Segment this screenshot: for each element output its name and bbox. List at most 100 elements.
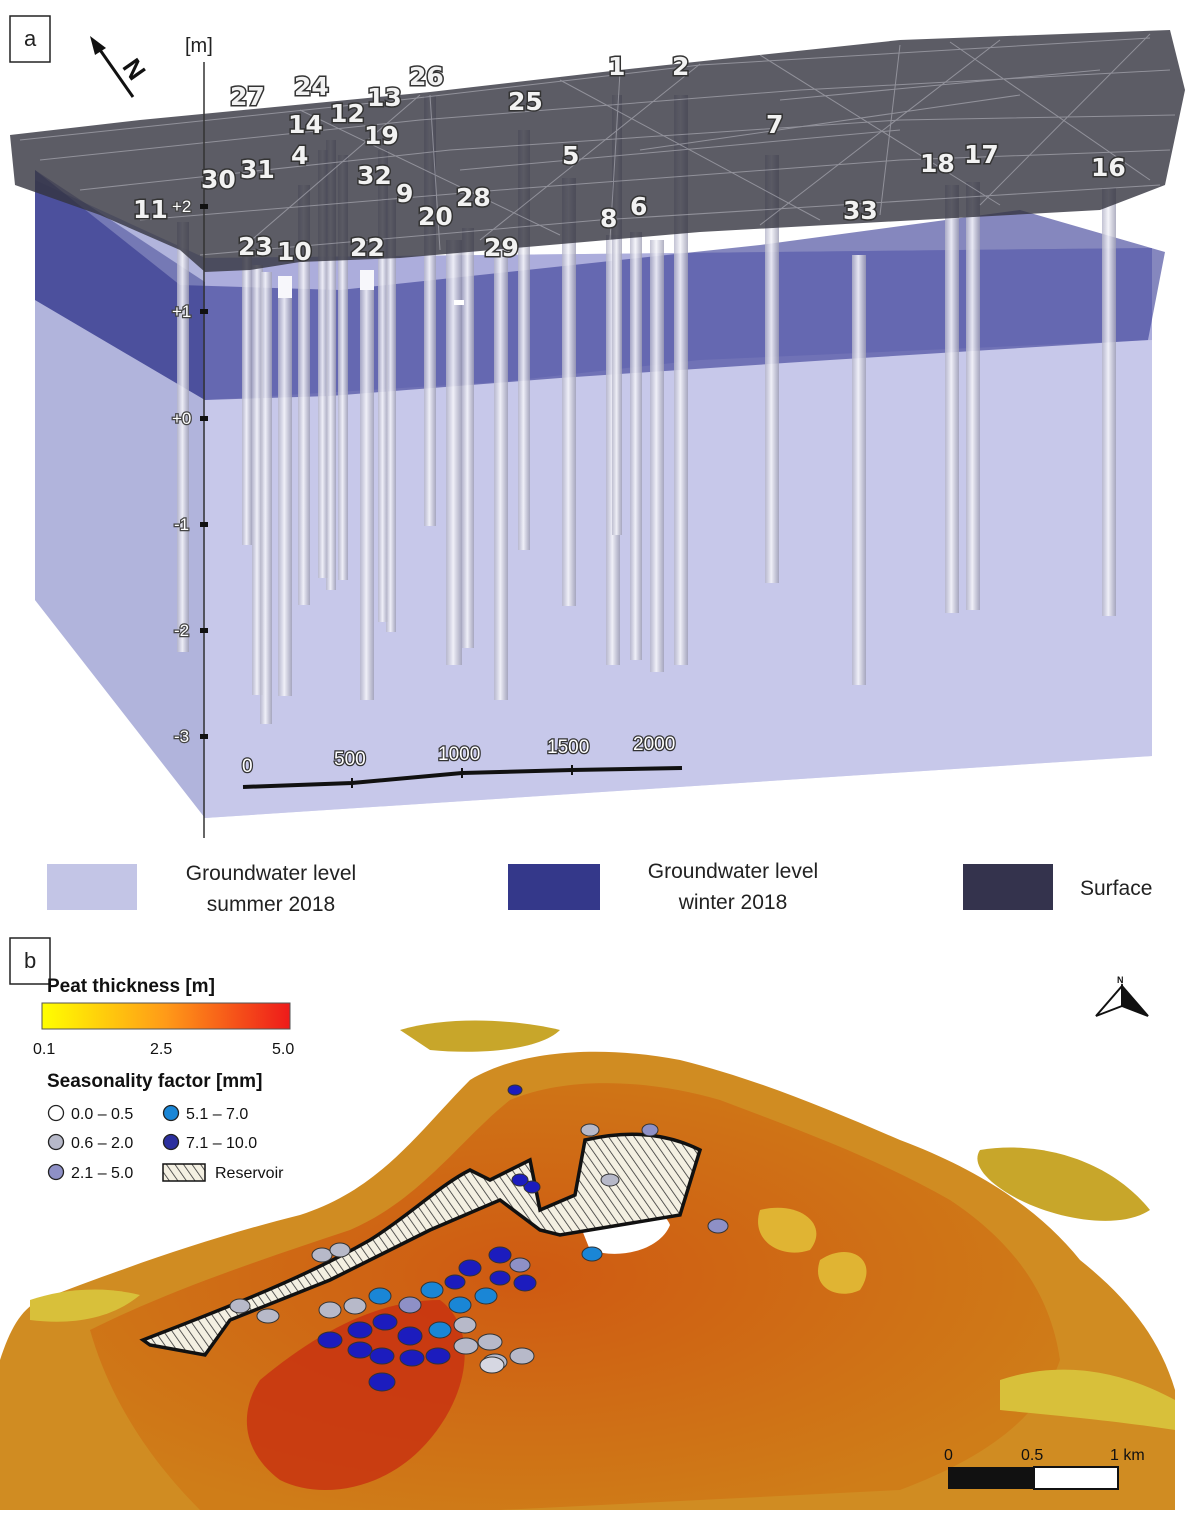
point-0.6-2.0 xyxy=(453,1316,477,1334)
seasonality-legend-title: Seasonality factor [mm] xyxy=(47,1071,262,1092)
well-tube xyxy=(177,222,189,652)
panel-a-label-box xyxy=(9,15,51,63)
well-label: 32 xyxy=(357,161,392,190)
point-7.1-10.0 xyxy=(347,1341,373,1359)
peat-legend-title: Peat thickness [m] xyxy=(47,976,215,997)
reservoir-legend-swatch xyxy=(162,1163,206,1182)
point-0.6-2.0 xyxy=(318,1301,342,1319)
legend-summer-line2: summer 2018 xyxy=(207,893,335,916)
legend-summer-line1: Groundwater level xyxy=(186,862,356,885)
point-7.1-10.0 xyxy=(458,1259,482,1277)
point-7.1-10.0 xyxy=(444,1274,466,1290)
well-tube xyxy=(494,245,508,700)
well-label: 8 xyxy=(600,204,617,233)
axis-tick-label: +2 xyxy=(172,197,191,216)
legend-swatch-summer xyxy=(47,864,137,910)
well-label: 22 xyxy=(350,233,385,262)
well-label: 16 xyxy=(1091,153,1126,182)
well-tube xyxy=(612,95,622,535)
well-tube xyxy=(945,185,959,613)
legend-a: Groundwater level summer 2018 Groundwate… xyxy=(47,860,1152,916)
point-7.1-10.0 xyxy=(523,1180,541,1194)
well-cap xyxy=(454,300,464,305)
axis-tick-label: -1 xyxy=(174,515,189,534)
well-tube xyxy=(674,95,688,665)
point-5.1-7.0 xyxy=(448,1296,472,1314)
well-label: 26 xyxy=(409,62,444,91)
point-0.6-2.0 xyxy=(509,1347,535,1365)
terrain-ridge xyxy=(977,1147,1150,1221)
scale-label: 500 xyxy=(334,749,366,770)
point-7.1-10.0 xyxy=(488,1246,512,1264)
well-tube xyxy=(630,232,642,660)
reservoir-area xyxy=(139,1132,703,1357)
axis-tick-label: +0 xyxy=(172,409,191,428)
north-arrow-b-icon: N xyxy=(1095,975,1149,1017)
legend-marker xyxy=(162,1104,180,1122)
point-0.6-2.0 xyxy=(453,1337,479,1355)
point-0.6-2.0 xyxy=(343,1297,367,1315)
point-0.6-2.0 xyxy=(229,1298,251,1314)
well-tube xyxy=(242,250,252,545)
point-0.6-2.0 xyxy=(477,1333,503,1351)
legend-class-label: 5.1 – 7.0 xyxy=(186,1106,248,1123)
point-7.1-10.0 xyxy=(372,1313,398,1331)
legend-class-label: 2.1 – 5.0 xyxy=(71,1165,133,1182)
north-b-label: N xyxy=(1117,975,1124,985)
well-label: 18 xyxy=(920,149,955,178)
well-label: 33 xyxy=(843,196,878,225)
terrain-patch xyxy=(758,1207,817,1253)
well-label: 25 xyxy=(508,87,543,116)
point-7.1-10.0 xyxy=(507,1084,523,1096)
well-label: 2 xyxy=(672,52,689,81)
peat-color-ramp xyxy=(41,1002,291,1030)
scale-b-label: 0.5 xyxy=(1021,1447,1043,1464)
well-cap xyxy=(278,276,292,298)
panel-a: a xyxy=(9,15,1185,916)
point-7.1-10.0 xyxy=(369,1347,395,1365)
panel-b-label: b xyxy=(24,948,36,973)
terrain-deep-peat xyxy=(246,1300,465,1490)
legend-class-label: 0.6 – 2.0 xyxy=(71,1135,133,1152)
terrain-ridge xyxy=(400,1020,560,1052)
peat-tick: 2.5 xyxy=(150,1041,172,1058)
point-7.1-10.0 xyxy=(347,1321,373,1339)
scale-label: 1000 xyxy=(438,744,480,765)
surface-mesh-lines xyxy=(19,33,1176,256)
point-5.1-7.0 xyxy=(420,1281,444,1299)
well-cap xyxy=(360,270,374,290)
well-label: 17 xyxy=(964,140,999,169)
point-7.1-10.0 xyxy=(425,1347,451,1365)
well-tubes xyxy=(177,95,1116,724)
legend-class-label: 7.1 – 10.0 xyxy=(186,1135,257,1152)
scale-bar-a xyxy=(242,765,683,789)
well-label: 1 xyxy=(608,52,625,81)
point-0.6-2.0 xyxy=(311,1247,333,1263)
peat-tick: 5.0 xyxy=(272,1041,294,1058)
peat-tick: 0.1 xyxy=(33,1041,55,1058)
point-2.1-5.0 xyxy=(641,1123,659,1137)
well-tube xyxy=(318,150,328,578)
well-label: 4 xyxy=(291,141,308,170)
scale-label: 0 xyxy=(242,756,253,777)
well-label: 7 xyxy=(766,110,783,139)
scale-b-label: 1 km xyxy=(1110,1447,1145,1464)
legend-marker xyxy=(162,1133,180,1151)
well-label: 5 xyxy=(562,141,579,170)
well-label: 23 xyxy=(238,232,273,261)
point-2.1-5.0 xyxy=(509,1257,531,1273)
well-tube xyxy=(360,270,374,700)
well-tube xyxy=(562,178,576,606)
north-arrow-icon: N xyxy=(90,36,152,98)
peat-thickness-map xyxy=(0,1020,1175,1510)
well-tube xyxy=(966,182,980,610)
well-label: 14 xyxy=(288,110,323,139)
well-tube xyxy=(298,185,310,605)
well-label: 10 xyxy=(277,237,312,266)
point-7.1-10.0 xyxy=(317,1331,343,1349)
point-0.0-0.5 xyxy=(479,1356,505,1374)
well-label: 28 xyxy=(456,183,491,212)
well-label: 12 xyxy=(330,99,365,128)
well-tube xyxy=(386,200,396,632)
terrain-ridge xyxy=(30,1289,140,1322)
